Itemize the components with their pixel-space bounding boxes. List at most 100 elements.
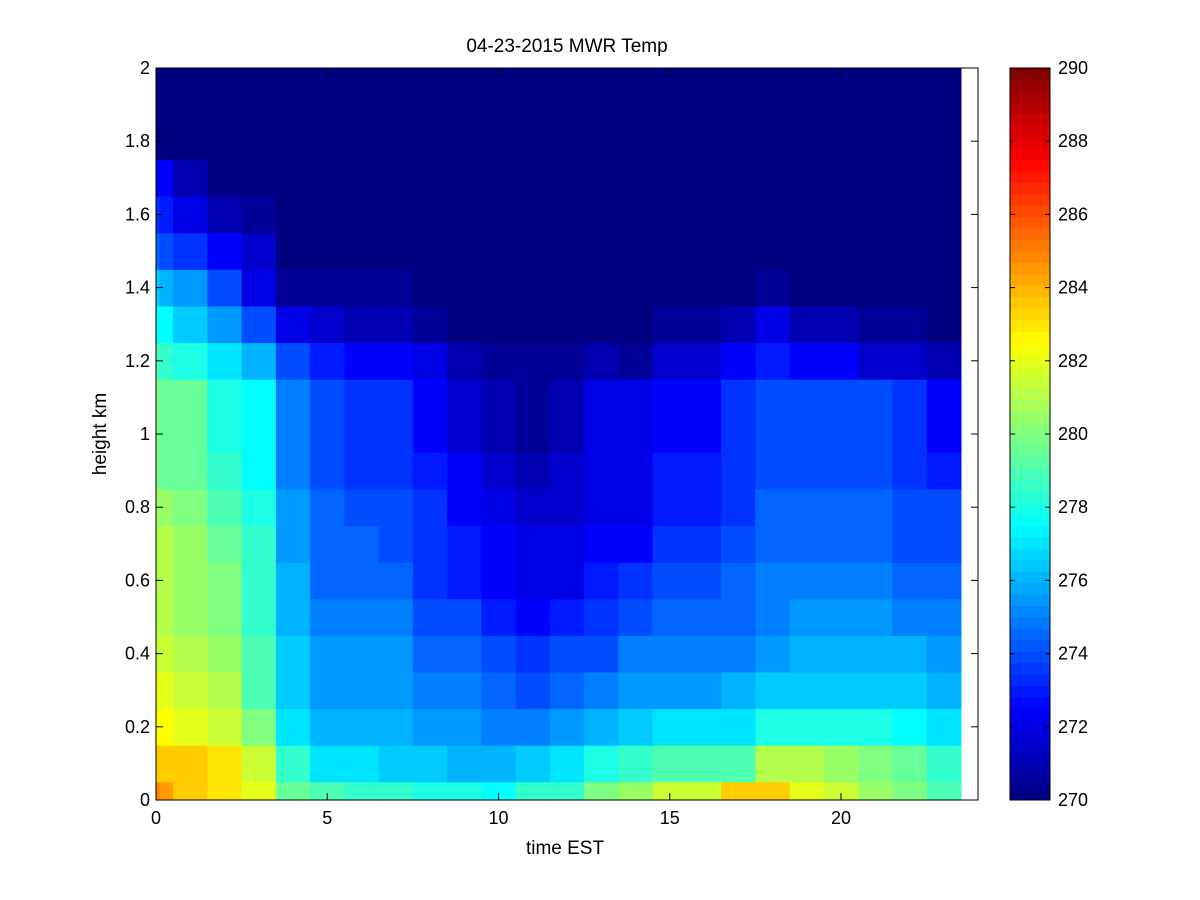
y-tick-label: 1.8 xyxy=(125,131,150,151)
colorbar-tick-label: 278 xyxy=(1058,497,1088,517)
heatmap-cell xyxy=(892,745,928,783)
heatmap-cell xyxy=(310,415,345,453)
heatmap-cell xyxy=(618,781,654,801)
heatmap-cell xyxy=(241,269,277,307)
x-tick-label: 20 xyxy=(831,808,851,828)
heatmap-cell xyxy=(207,68,243,124)
heatmap-cell xyxy=(207,269,243,307)
heatmap-cell xyxy=(241,708,277,746)
heatmap-cell xyxy=(310,562,345,600)
heatmap-cell xyxy=(926,671,962,710)
heatmap-cell xyxy=(207,452,243,490)
heatmap-cell xyxy=(378,671,414,710)
heatmap-cell xyxy=(584,671,619,710)
heatmap-cell xyxy=(823,671,859,710)
heatmap-cell xyxy=(549,122,585,161)
heatmap-cell xyxy=(481,68,517,124)
heatmap-cell xyxy=(378,635,414,673)
heatmap-cell xyxy=(584,269,619,307)
heatmap-cell xyxy=(755,781,791,801)
colorbar-segment xyxy=(1010,628,1050,641)
colorbar-segment xyxy=(1010,559,1050,572)
y-tick-label: 0.8 xyxy=(125,497,150,517)
heatmap-cell xyxy=(481,196,517,234)
heatmap-cell xyxy=(156,781,161,801)
heatmap-cell xyxy=(926,159,962,197)
heatmap-cell xyxy=(549,525,585,563)
heatmap-cell xyxy=(207,342,243,380)
colorbar-tick-label: 286 xyxy=(1058,204,1088,224)
heatmap-cell xyxy=(515,415,551,453)
heatmap-cell xyxy=(378,379,414,417)
heatmap-cell xyxy=(241,379,277,417)
heatmap-cell xyxy=(159,671,174,710)
heatmap-cell xyxy=(344,525,380,563)
x-axis: 0 5 10 15 20 xyxy=(151,68,851,828)
heatmap-cell xyxy=(789,708,825,746)
heatmap-cell xyxy=(156,232,161,270)
heatmap-cell xyxy=(310,159,345,197)
heatmap-cell xyxy=(241,305,277,344)
heatmap-cell xyxy=(156,68,161,124)
heatmap-cell xyxy=(481,232,517,270)
heatmap-cell xyxy=(344,562,380,600)
colorbar-segment xyxy=(1010,731,1050,744)
heatmap-cell xyxy=(858,598,893,636)
heatmap-cell xyxy=(173,781,208,801)
y-tick-label: 2 xyxy=(140,58,150,78)
heatmap-cell xyxy=(823,745,859,783)
heatmap-cell xyxy=(310,68,345,124)
colorbar-segment xyxy=(1010,662,1050,675)
y-tick-label: 0.6 xyxy=(125,570,150,590)
heatmap-cell xyxy=(892,562,928,600)
heatmap-cell xyxy=(275,159,311,197)
colorbar-segment xyxy=(1010,617,1050,629)
heatmap-cell xyxy=(515,525,551,563)
heatmap-cell xyxy=(207,232,243,270)
heatmap-cell xyxy=(823,598,859,636)
colorbar-segment xyxy=(1010,491,1050,504)
heatmap-cell xyxy=(447,635,482,673)
heatmap-cell xyxy=(926,196,962,234)
heatmap-cell xyxy=(823,488,859,527)
heatmap-cell xyxy=(549,745,585,783)
heatmap-cell xyxy=(926,122,962,161)
heatmap-cell xyxy=(159,232,174,270)
heatmap-cell xyxy=(412,488,448,527)
heatmap-cell xyxy=(344,598,380,636)
heatmap-cell xyxy=(926,708,962,746)
heatmap-cell xyxy=(515,745,551,783)
heatmap-cell xyxy=(926,379,962,417)
heatmap-cell xyxy=(618,525,654,563)
heatmap-cell xyxy=(412,269,448,307)
heatmap-cell xyxy=(412,68,448,124)
heatmap-cell xyxy=(686,671,722,710)
heatmap-cell xyxy=(207,635,243,673)
heatmap-cell xyxy=(447,781,482,801)
colorbar-ticks: 270 272 274 276 278 280 282 284 286 288 290 xyxy=(1010,58,1088,810)
heatmap-cell xyxy=(412,415,448,453)
heatmap-cell xyxy=(721,525,756,563)
heatmap-cell xyxy=(447,159,482,197)
heatmap-cell xyxy=(858,68,893,124)
heatmap-cell xyxy=(156,598,161,636)
heatmap-cell xyxy=(275,342,311,380)
colorbar-tick-label: 274 xyxy=(1058,644,1088,664)
heatmap-cell xyxy=(789,525,825,563)
heatmap-cell xyxy=(721,415,756,453)
heatmap-cell xyxy=(789,488,825,527)
heatmap-cell xyxy=(858,488,893,527)
heatmap-cell xyxy=(789,196,825,234)
heatmap-cell xyxy=(618,598,654,636)
heatmap-cell xyxy=(858,196,893,234)
heatmap-cell xyxy=(515,781,551,801)
colorbar-segment xyxy=(1010,90,1050,103)
colorbar-segment xyxy=(1010,205,1050,218)
heatmap-cell xyxy=(789,745,825,783)
y-axis-label: height km xyxy=(90,393,111,475)
heatmap-cell xyxy=(721,232,756,270)
heatmap-cell xyxy=(378,415,414,453)
y-tick-label: 0 xyxy=(140,790,150,810)
heatmap-cell xyxy=(447,68,482,124)
heatmap-cell xyxy=(159,488,174,527)
